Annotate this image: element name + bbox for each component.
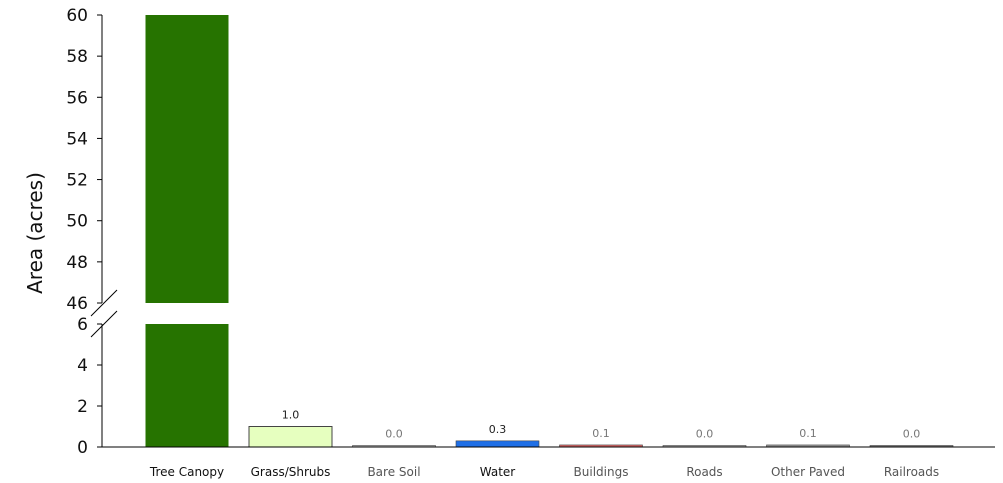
y-tick-label: 4	[77, 356, 88, 376]
bar-grass-shrubs	[248, 426, 333, 448]
bars: 1.0 0.0 0.3 0.1 0.0 0.1 0.0	[145, 15, 954, 448]
y-tick-label: 60	[66, 6, 88, 26]
data-label-railroads: 0.0	[903, 428, 921, 441]
y-tick-label: 56	[66, 88, 88, 108]
data-label-bare-soil: 0.0	[385, 428, 403, 441]
y-tick-label: 48	[66, 253, 88, 273]
y-tick-label: 52	[66, 171, 88, 191]
y-tick-label: 58	[66, 47, 88, 67]
data-label-water: 0.3	[489, 423, 507, 436]
x-tick-label-tree-canopy: Tree Canopy	[149, 465, 224, 479]
y-tick-label: 46	[66, 294, 88, 314]
x-tick-label-roads: Roads	[686, 465, 722, 479]
x-tick-label-buildings: Buildings	[574, 465, 629, 479]
x-axis: Tree Canopy Grass/Shrubs Bare Soil Water Bui…	[102, 446, 995, 479]
axis-break-mark-lower	[90, 310, 118, 338]
y-tick-label: 2	[77, 397, 88, 417]
data-label-grass-shrubs: 1.0	[282, 409, 300, 422]
bar-water	[455, 440, 540, 448]
data-label-roads: 0.0	[696, 428, 714, 441]
data-label-other-paved: 0.1	[799, 427, 817, 440]
y-tick-label: 50	[66, 212, 88, 232]
x-tick-label-other-paved: Other Paved	[771, 465, 845, 479]
y-tick-label: 0	[77, 438, 88, 458]
axis-break-mark-upper	[90, 289, 118, 317]
y-tick-label: 54	[66, 129, 88, 149]
y-axis-label: Area (acres)	[23, 172, 47, 294]
x-tick-label-railroads: Railroads	[884, 465, 939, 479]
x-tick-label-grass-shrubs: Grass/Shrubs	[251, 465, 331, 479]
bar-tree-canopy-lower	[145, 324, 229, 447]
x-tick-label-bare-soil: Bare Soil	[367, 465, 420, 479]
bar-tree-canopy-upper	[145, 15, 229, 303]
x-tick-label-water: Water	[480, 465, 516, 479]
y-tick-label: 6	[77, 315, 88, 335]
data-label-buildings: 0.1	[592, 427, 610, 440]
